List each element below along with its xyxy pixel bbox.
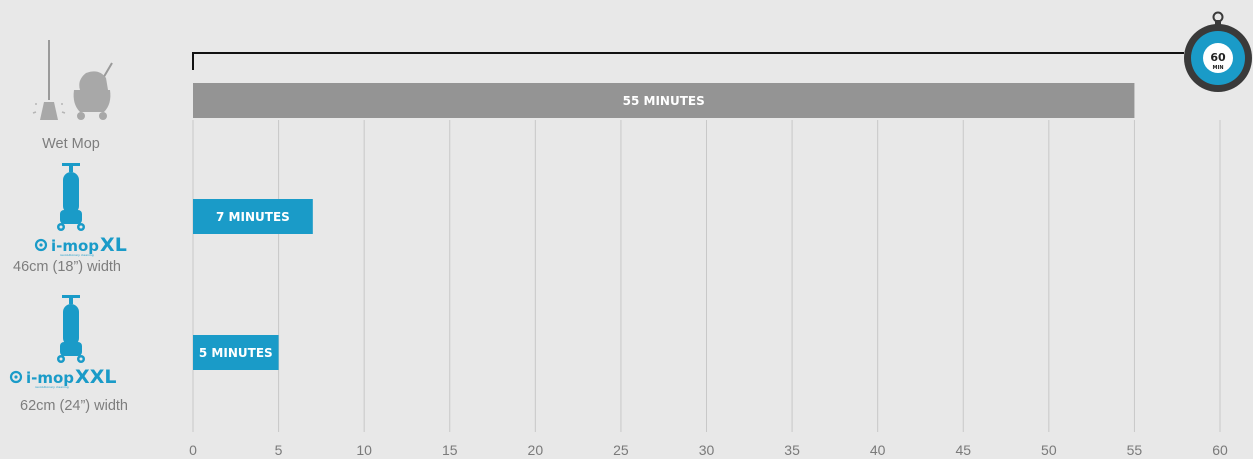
x-tick-label: 35	[784, 442, 800, 458]
row-label-xxl-width: 62cm (24”) width	[20, 398, 128, 414]
x-tick-label: 25	[613, 442, 629, 458]
x-tick-label: 30	[699, 442, 715, 458]
bar	[193, 199, 313, 234]
bar-label: 55 MINUTES	[623, 94, 705, 108]
x-tick-label: 40	[870, 442, 886, 458]
i-mop-xxl-machine-icon	[57, 295, 85, 363]
x-tick-label: 60	[1212, 442, 1228, 458]
x-tick-label: 50	[1041, 442, 1057, 458]
brand-logo-xl: i-mopXL revolutionary cleaning	[34, 234, 127, 257]
mop-bucket-icon	[73, 62, 113, 120]
x-tick-label: 45	[955, 442, 971, 458]
x-tick-label: 5	[275, 442, 283, 458]
bars: 55 MINUTES 7 MINUTES 5 MINUTES	[193, 83, 1135, 370]
grid-lines	[192, 120, 1221, 432]
mop-icon	[32, 40, 66, 120]
stopwatch-icon: 60 MIN	[1184, 11, 1252, 92]
bar-label: 7 MINUTES	[216, 210, 290, 224]
svg-text:i-mopXXL: i-mopXXL	[26, 366, 116, 388]
i-mop-xl-machine-icon	[57, 163, 85, 231]
svg-text:revolutionary cleaning: revolutionary cleaning	[35, 385, 69, 389]
x-tick-label: 0	[189, 442, 197, 458]
scale-bracket	[192, 52, 1184, 70]
timer-unit: MIN	[1212, 65, 1223, 71]
row-label-wet-mop: Wet Mop	[42, 136, 100, 152]
x-tick-label: 10	[356, 442, 372, 458]
timer-value: 60	[1210, 51, 1226, 64]
bar-label: 5 MINUTES	[199, 346, 273, 360]
bar	[193, 83, 1135, 118]
svg-text:i-mopXL: i-mopXL	[51, 234, 127, 256]
x-tick-label: 15	[442, 442, 458, 458]
bar	[193, 335, 279, 370]
x-tick-label: 20	[528, 442, 544, 458]
svg-text:revolutionary cleaning: revolutionary cleaning	[60, 253, 94, 257]
row-label-xl-width: 46cm (18”) width	[13, 259, 121, 275]
brand-logo-xxl: i-mopXXL revolutionary cleaning	[9, 366, 116, 389]
x-tick-label: 55	[1127, 442, 1143, 458]
x-axis-ticks: 0 5 10 15 20 25 30 35 40 45 50 55 60	[189, 442, 1228, 458]
